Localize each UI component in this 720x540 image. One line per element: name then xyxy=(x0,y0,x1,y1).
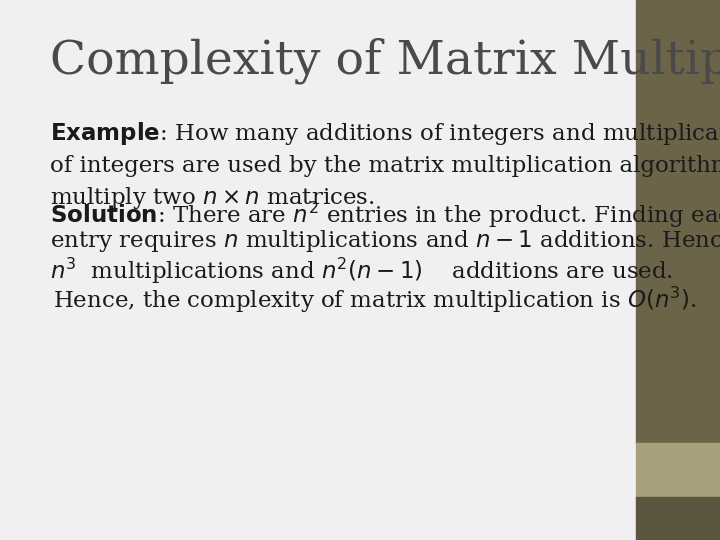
Text: $\mathbf{Example}$: How many additions of integers and multiplications
of intege: $\mathbf{Example}$: How many additions o… xyxy=(50,120,720,211)
Bar xyxy=(636,443,720,497)
Text: Complexity of Matrix Multiplication: Complexity of Matrix Multiplication xyxy=(50,38,720,84)
Bar xyxy=(636,0,720,443)
Text: entry requires $\mathit{n}$ multiplications and $\mathit{n} - 1$ additions. Henc: entry requires $\mathit{n}$ multiplicati… xyxy=(50,228,720,254)
Text: $\mathbf{Solution}$: There are $\mathit{n}^2$ entries in the product. Finding ea: $\mathbf{Solution}$: There are $\mathit{… xyxy=(50,200,720,230)
Bar xyxy=(636,497,720,540)
Text: $\mathit{n}^3$  multiplications and $\mathit{n}^2(\mathit{n} - 1)$    additions : $\mathit{n}^3$ multiplications and $\mat… xyxy=(50,256,673,286)
Text: Hence, the complexity of matrix multiplication is $\mathit{O}(\mathit{n}^3)$.: Hence, the complexity of matrix multipli… xyxy=(53,285,697,315)
